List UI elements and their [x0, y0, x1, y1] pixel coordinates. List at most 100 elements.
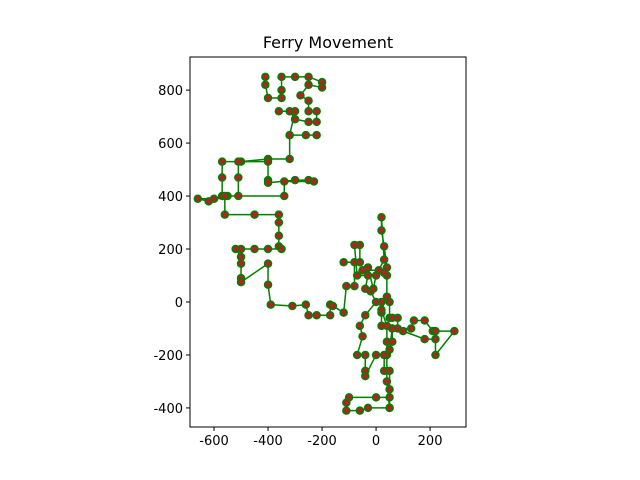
ferry-stop [377, 212, 386, 222]
y-tick-label: 600 [158, 137, 183, 152]
chart-title: Ferry Movement [263, 33, 393, 52]
ferry-stop [420, 316, 429, 325]
ferry-stop [369, 284, 378, 293]
ferry-stop [350, 281, 359, 291]
ferry-stop [339, 308, 348, 317]
ferry-stop [280, 177, 289, 186]
ferry-stop [290, 175, 300, 185]
ferry-stop [274, 107, 284, 116]
ferry-stop [385, 345, 394, 354]
ferry-stop [377, 226, 386, 235]
ferry-stop [277, 72, 286, 82]
ferry-stop [290, 107, 300, 116]
ferry-stop [261, 80, 270, 90]
ferry-stop [355, 406, 365, 415]
ferry-stop [382, 292, 392, 301]
ferry-stop [361, 350, 370, 360]
ferry-stop [358, 332, 367, 341]
ferry-stop [304, 72, 313, 82]
ferry-stop [312, 310, 321, 320]
ferry-stop [309, 177, 319, 186]
y-tick-label: 800 [158, 84, 183, 99]
ferry-stop [217, 173, 227, 182]
ferry-stop [342, 281, 351, 291]
ferry-stop [301, 300, 311, 309]
ferry-stop [409, 316, 419, 325]
y-tick-label: 400 [158, 190, 183, 205]
ferry-stop [385, 393, 394, 402]
ferry-stop [277, 85, 286, 95]
ferry-stop [312, 107, 321, 116]
ferry-stop [385, 403, 394, 413]
y-tick-label: -200 [153, 349, 183, 364]
ferry-stop [234, 157, 243, 166]
ferry-stop [234, 173, 243, 182]
ferry-stop [379, 242, 389, 251]
ferry-path [197, 76, 456, 412]
ferry-stop [204, 197, 213, 206]
ferry-stop [250, 210, 259, 219]
ferry-stop [301, 130, 311, 140]
ferry-stop [352, 350, 362, 360]
ferry-stop [379, 268, 389, 278]
ferry-stop [382, 377, 392, 386]
ferry-stop [312, 117, 321, 127]
x-tick-label: -200 [307, 434, 337, 449]
x-tick-label: 0 [372, 434, 380, 449]
ferry-stop [304, 80, 313, 90]
ferry-stop [236, 277, 246, 287]
ferry-stop [263, 280, 273, 290]
ferry-stop [377, 305, 386, 315]
ferry-stop [450, 326, 459, 336]
ferry-stop [385, 385, 394, 394]
ferry-stop [274, 210, 284, 219]
ferry-stop [393, 313, 402, 323]
ferry-stop [304, 107, 313, 116]
ferry-stop [382, 321, 392, 331]
ferry-stop [220, 210, 230, 219]
ferry-stop [304, 96, 313, 105]
ferry-stop [263, 259, 273, 268]
ferry-stop [261, 72, 270, 82]
ferry-stop [304, 310, 313, 320]
ferry-stop [398, 326, 408, 336]
ferry-stop [274, 218, 284, 227]
ferry-stop [361, 310, 370, 320]
ferry-stop [263, 244, 273, 254]
y-tick-label: 200 [158, 243, 183, 258]
ferry-stop [385, 366, 394, 376]
ferry-stop [193, 194, 203, 203]
ferry-stop [431, 350, 440, 360]
ferry-stop [379, 350, 389, 360]
ferry-stop [361, 371, 370, 381]
ferry-stop [304, 117, 313, 127]
ferry-stop [371, 350, 381, 360]
ferry-stop [290, 72, 300, 82]
ferry-stop [312, 130, 321, 140]
y-tick-label: 0 [175, 296, 183, 311]
ferry-stop [388, 337, 397, 346]
ferry-stop [274, 231, 284, 241]
ferry-stop [339, 258, 348, 267]
ferry-stop [217, 157, 227, 166]
ferry-stop [342, 406, 351, 415]
ferry-stop [379, 255, 389, 264]
ferry-stop [363, 403, 373, 413]
ferry-stop [363, 271, 373, 280]
ferry-stop [277, 93, 286, 103]
ferry-stop [350, 240, 359, 250]
ferry-stop [250, 244, 259, 254]
ferry-stop [220, 191, 230, 201]
ferry-stop [371, 393, 381, 402]
ferry-stop [280, 191, 289, 201]
x-tick-label: -600 [199, 434, 229, 449]
ferry-stop [231, 244, 240, 254]
ferry-stop [328, 301, 338, 311]
ferry-stop [431, 326, 440, 336]
ferry-stop [277, 244, 286, 254]
ferry-stop [263, 178, 273, 188]
ferry-stop [285, 130, 294, 140]
ferry-stop [288, 301, 297, 311]
